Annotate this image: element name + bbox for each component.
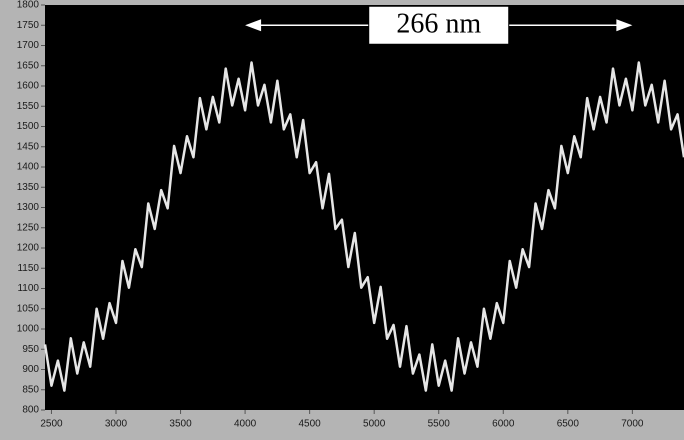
y-tick-label: 900 (22, 364, 39, 375)
x-tick-label: 4000 (234, 419, 257, 430)
y-tick-label: 1350 (17, 182, 40, 193)
annotation-box (368, 5, 510, 45)
y-tick-label: 1500 (17, 121, 40, 132)
y-tick-label: 800 (22, 405, 39, 416)
y-tick-label: 950 (22, 344, 39, 355)
x-tick-label: 3000 (105, 419, 128, 430)
y-tick-label: 1100 (17, 283, 39, 294)
y-tick-label: 1000 (17, 324, 40, 335)
y-tick-label: 1050 (17, 303, 40, 314)
arrow-head (245, 19, 262, 32)
y-tick-label: 1400 (17, 162, 40, 173)
annotation-text: 266 nm (396, 9, 481, 40)
x-tick-label: 2500 (40, 419, 63, 430)
x-tick-label: 6500 (557, 419, 580, 430)
y-tick-label: 1650 (17, 60, 40, 71)
y-tick-label: 1550 (17, 101, 40, 112)
signal-line (43, 61, 684, 392)
plot-area (45, 5, 684, 410)
arrow-head (616, 19, 633, 32)
y-tick-label: 1700 (17, 40, 40, 51)
y-tick-label: 1750 (17, 20, 40, 31)
x-tick-label: 7000 (621, 419, 644, 430)
y-tick-label: 1600 (17, 81, 40, 92)
y-tick-label: 1150 (17, 263, 39, 274)
y-tick-label: 1800 (17, 0, 40, 11)
x-tick-label: 6000 (492, 419, 515, 430)
x-tick-label: 4500 (299, 419, 322, 430)
x-tick-label: 3500 (169, 419, 192, 430)
x-tick-label: 5000 (363, 419, 386, 430)
y-tick-label: 1250 (17, 222, 40, 233)
y-tick-label: 1300 (17, 202, 40, 213)
y-tick-label: 1450 (17, 141, 40, 152)
y-tick-label: 850 (22, 384, 39, 395)
y-tick-label: 1200 (17, 243, 40, 254)
x-tick-label: 5500 (428, 419, 451, 430)
